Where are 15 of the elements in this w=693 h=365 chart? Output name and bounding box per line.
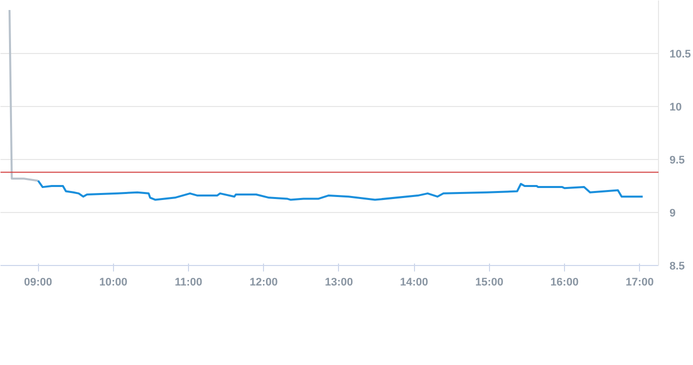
x-tick-label: 09:00 [24, 276, 52, 288]
x-tick-label: 14:00 [400, 276, 428, 288]
y-tick-label: 10 [670, 102, 682, 114]
x-tick-label: 16:00 [550, 276, 579, 288]
x-tick-label: 15:00 [475, 276, 504, 288]
x-tick-label: 17:00 [626, 276, 654, 288]
y-tick-label: 9 [670, 208, 676, 220]
y-tick-label: 10.5 [670, 48, 691, 60]
x-tick-label: 11:00 [174, 276, 202, 288]
x-tick-label: 13:00 [324, 276, 353, 288]
x-tick-label: 10:00 [99, 276, 128, 288]
y-tick-label: 9.5 [670, 154, 685, 166]
line-series [37, 180, 644, 201]
y-tick-label: 8.5 [670, 260, 685, 272]
x-tick-label: 12:00 [250, 276, 278, 288]
